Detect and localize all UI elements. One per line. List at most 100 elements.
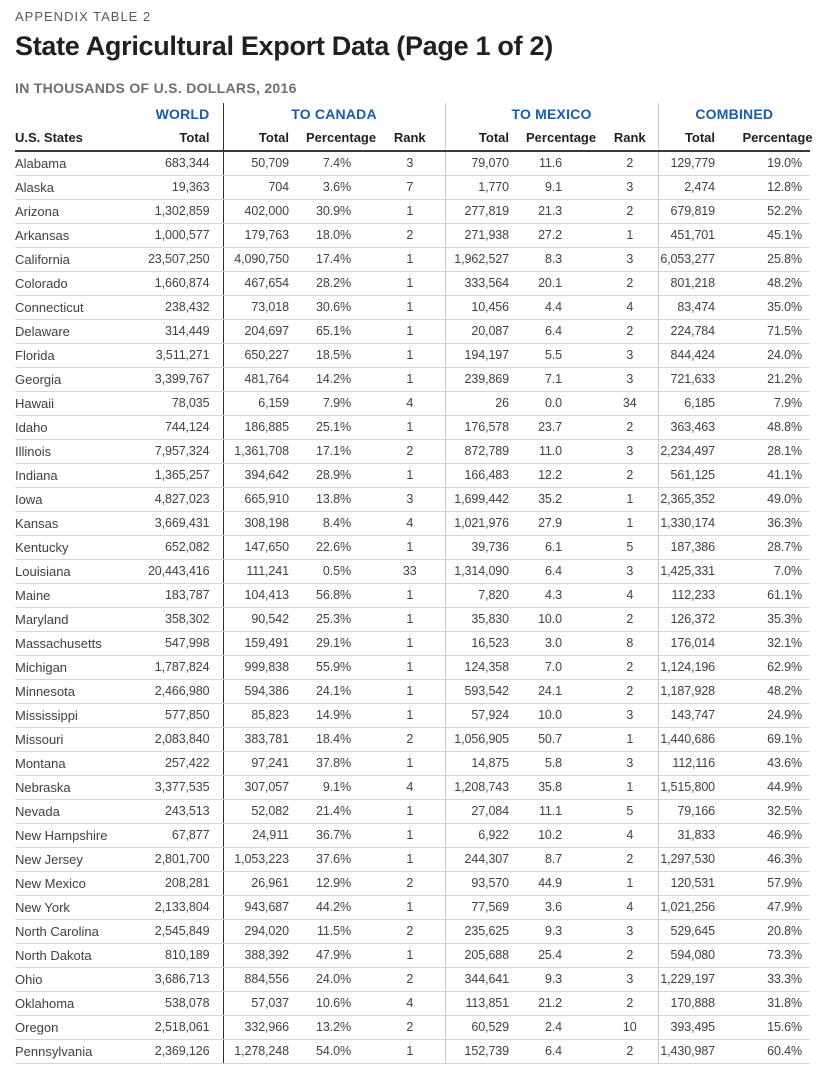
cell-mexico-total: 205,688 [444, 943, 514, 968]
spacer-cell [15, 103, 145, 125]
cell-world-total: 2,083,840 [145, 727, 223, 752]
cell-combined-total: 1,425,331 [657, 559, 720, 584]
column-header-combined-total: Total [657, 125, 720, 152]
cell-mexico-rank: 1 [566, 223, 659, 248]
cell-state: Oklahoma [15, 991, 145, 1016]
cell-canada-rank: 1 [355, 823, 446, 848]
cell-mexico-total: 872,789 [444, 439, 514, 464]
cell-world-total: 208,281 [145, 871, 223, 896]
cell-combined-percentage: 7.9% [719, 391, 811, 416]
cell-canada-total: 332,966 [222, 1015, 293, 1040]
cell-mexico-rank: 8 [566, 631, 659, 656]
cell-combined-total: 1,124,196 [657, 655, 720, 680]
cell-world-total: 314,449 [145, 319, 223, 344]
cell-state: Michigan [15, 655, 145, 680]
cell-canada-percentage: 37.6% [293, 847, 355, 872]
cell-canada-percentage: 44.2% [293, 895, 355, 920]
cell-canada-percentage: 3.6% [293, 175, 355, 200]
cell-canada-total: 402,000 [222, 199, 293, 224]
cell-canada-total: 52,082 [222, 799, 293, 824]
cell-mexico-total: 152,739 [444, 1039, 514, 1064]
cell-world-total: 2,518,061 [145, 1015, 223, 1040]
cell-canada-total: 1,278,248 [222, 1039, 293, 1064]
table-row: Arkansas 1,000,577 179,763 18.0% 2 271,938 27.… [15, 223, 811, 248]
cell-mexico-total: 239,869 [444, 367, 514, 392]
cell-canada-rank: 33 [355, 559, 446, 584]
cell-canada-percentage: 18.4% [293, 727, 355, 752]
cell-canada-rank: 4 [355, 775, 446, 800]
cell-combined-total: 187,386 [657, 535, 720, 560]
export-table: WORLD TO CANADA TO MEXICO COMBINED U.S. … [15, 103, 813, 1064]
cell-canada-total: 85,823 [222, 703, 293, 728]
cell-state: Maine [15, 583, 145, 608]
cell-canada-total: 704 [222, 175, 293, 200]
cell-canada-total: 294,020 [222, 919, 293, 944]
table-row: Mississippi 577,850 85,823 14.9% 1 57,924 10.0… [15, 703, 811, 728]
cell-world-total: 2,133,804 [145, 895, 223, 920]
cell-world-total: 547,998 [145, 631, 223, 656]
cell-canada-rank: 1 [355, 799, 446, 824]
cell-world-total: 1,787,824 [145, 655, 223, 680]
cell-world-total: 67,877 [145, 823, 223, 848]
cell-canada-percentage: 30.9% [293, 199, 355, 224]
cell-mexico-percentage: 6.1 [513, 535, 567, 560]
cell-canada-total: 594,386 [222, 679, 293, 704]
cell-mexico-rank: 4 [566, 583, 659, 608]
cell-world-total: 3,686,713 [145, 967, 223, 992]
table-body: Alabama 683,344 50,709 7.4% 3 79,070 11.6 2 129,… [15, 151, 811, 1064]
table-row: Minnesota 2,466,980 594,386 24.1% 1 593,542 24… [15, 679, 811, 704]
cell-canada-total: 50,709 [222, 151, 293, 176]
cell-mexico-percentage: 25.4 [513, 943, 567, 968]
cell-combined-percentage: 69.1% [719, 727, 811, 752]
table-row: Delaware 314,449 204,697 65.1% 1 20,087 6.4 2 22… [15, 319, 811, 344]
cell-state: Illinois [15, 439, 145, 464]
cell-combined-total: 6,185 [657, 391, 720, 416]
cell-canada-percentage: 17.1% [293, 439, 355, 464]
table-row: Hawaii 78,035 6,159 7.9% 4 26 0.0 34 6,185 7.9% [15, 391, 811, 416]
cell-mexico-rank: 4 [566, 295, 659, 320]
cell-mexico-total: 6,922 [444, 823, 514, 848]
cell-mexico-rank: 2 [566, 319, 659, 344]
cell-canada-percentage: 7.9% [293, 391, 355, 416]
cell-canada-percentage: 0.5% [293, 559, 355, 584]
cell-canada-total: 73,018 [222, 295, 293, 320]
cell-mexico-total: 14,875 [444, 751, 514, 776]
cell-mexico-rank: 4 [566, 895, 659, 920]
cell-canada-total: 388,392 [222, 943, 293, 968]
cell-world-total: 1,660,874 [145, 271, 223, 296]
cell-mexico-percentage: 3.0 [513, 631, 567, 656]
cell-state: Indiana [15, 463, 145, 488]
cell-world-total: 2,801,700 [145, 847, 223, 872]
group-header-row: WORLD TO CANADA TO MEXICO COMBINED [15, 103, 811, 125]
cell-state: Iowa [15, 487, 145, 512]
cell-combined-percentage: 24.9% [719, 703, 811, 728]
column-header-canada-percentage: Percentage [293, 125, 376, 152]
cell-canada-rank: 1 [355, 319, 446, 344]
cell-canada-total: 394,642 [222, 463, 293, 488]
cell-canada-total: 24,911 [222, 823, 293, 848]
cell-canada-percentage: 65.1% [293, 319, 355, 344]
cell-canada-percentage: 30.6% [293, 295, 355, 320]
cell-world-total: 20,443,416 [145, 559, 223, 584]
cell-canada-rank: 2 [355, 919, 446, 944]
cell-mexico-percentage: 11.0 [513, 439, 567, 464]
column-header-mexico-rank: Rank [566, 125, 659, 152]
cell-mexico-total: 1,962,527 [444, 247, 514, 272]
cell-combined-percentage: 60.4% [719, 1039, 811, 1064]
cell-mexico-total: 93,570 [444, 871, 514, 896]
cell-state: Hawaii [15, 391, 145, 416]
cell-mexico-rank: 10 [566, 1015, 659, 1040]
cell-mexico-total: 10,456 [444, 295, 514, 320]
cell-mexico-rank: 2 [566, 847, 659, 872]
cell-mexico-percentage: 10.0 [513, 703, 567, 728]
cell-mexico-rank: 1 [566, 487, 659, 512]
cell-combined-percentage: 36.3% [719, 511, 811, 536]
cell-canada-percentage: 14.9% [293, 703, 355, 728]
cell-state: New Hampshire [15, 823, 145, 848]
cell-canada-rank: 1 [355, 463, 446, 488]
table-row: Idaho 744,124 186,885 25.1% 1 176,578 23.7 2 363… [15, 415, 811, 440]
cell-canada-rank: 1 [355, 583, 446, 608]
cell-world-total: 7,957,324 [145, 439, 223, 464]
cell-world-total: 23,507,250 [145, 247, 223, 272]
cell-canada-rank: 7 [355, 175, 446, 200]
